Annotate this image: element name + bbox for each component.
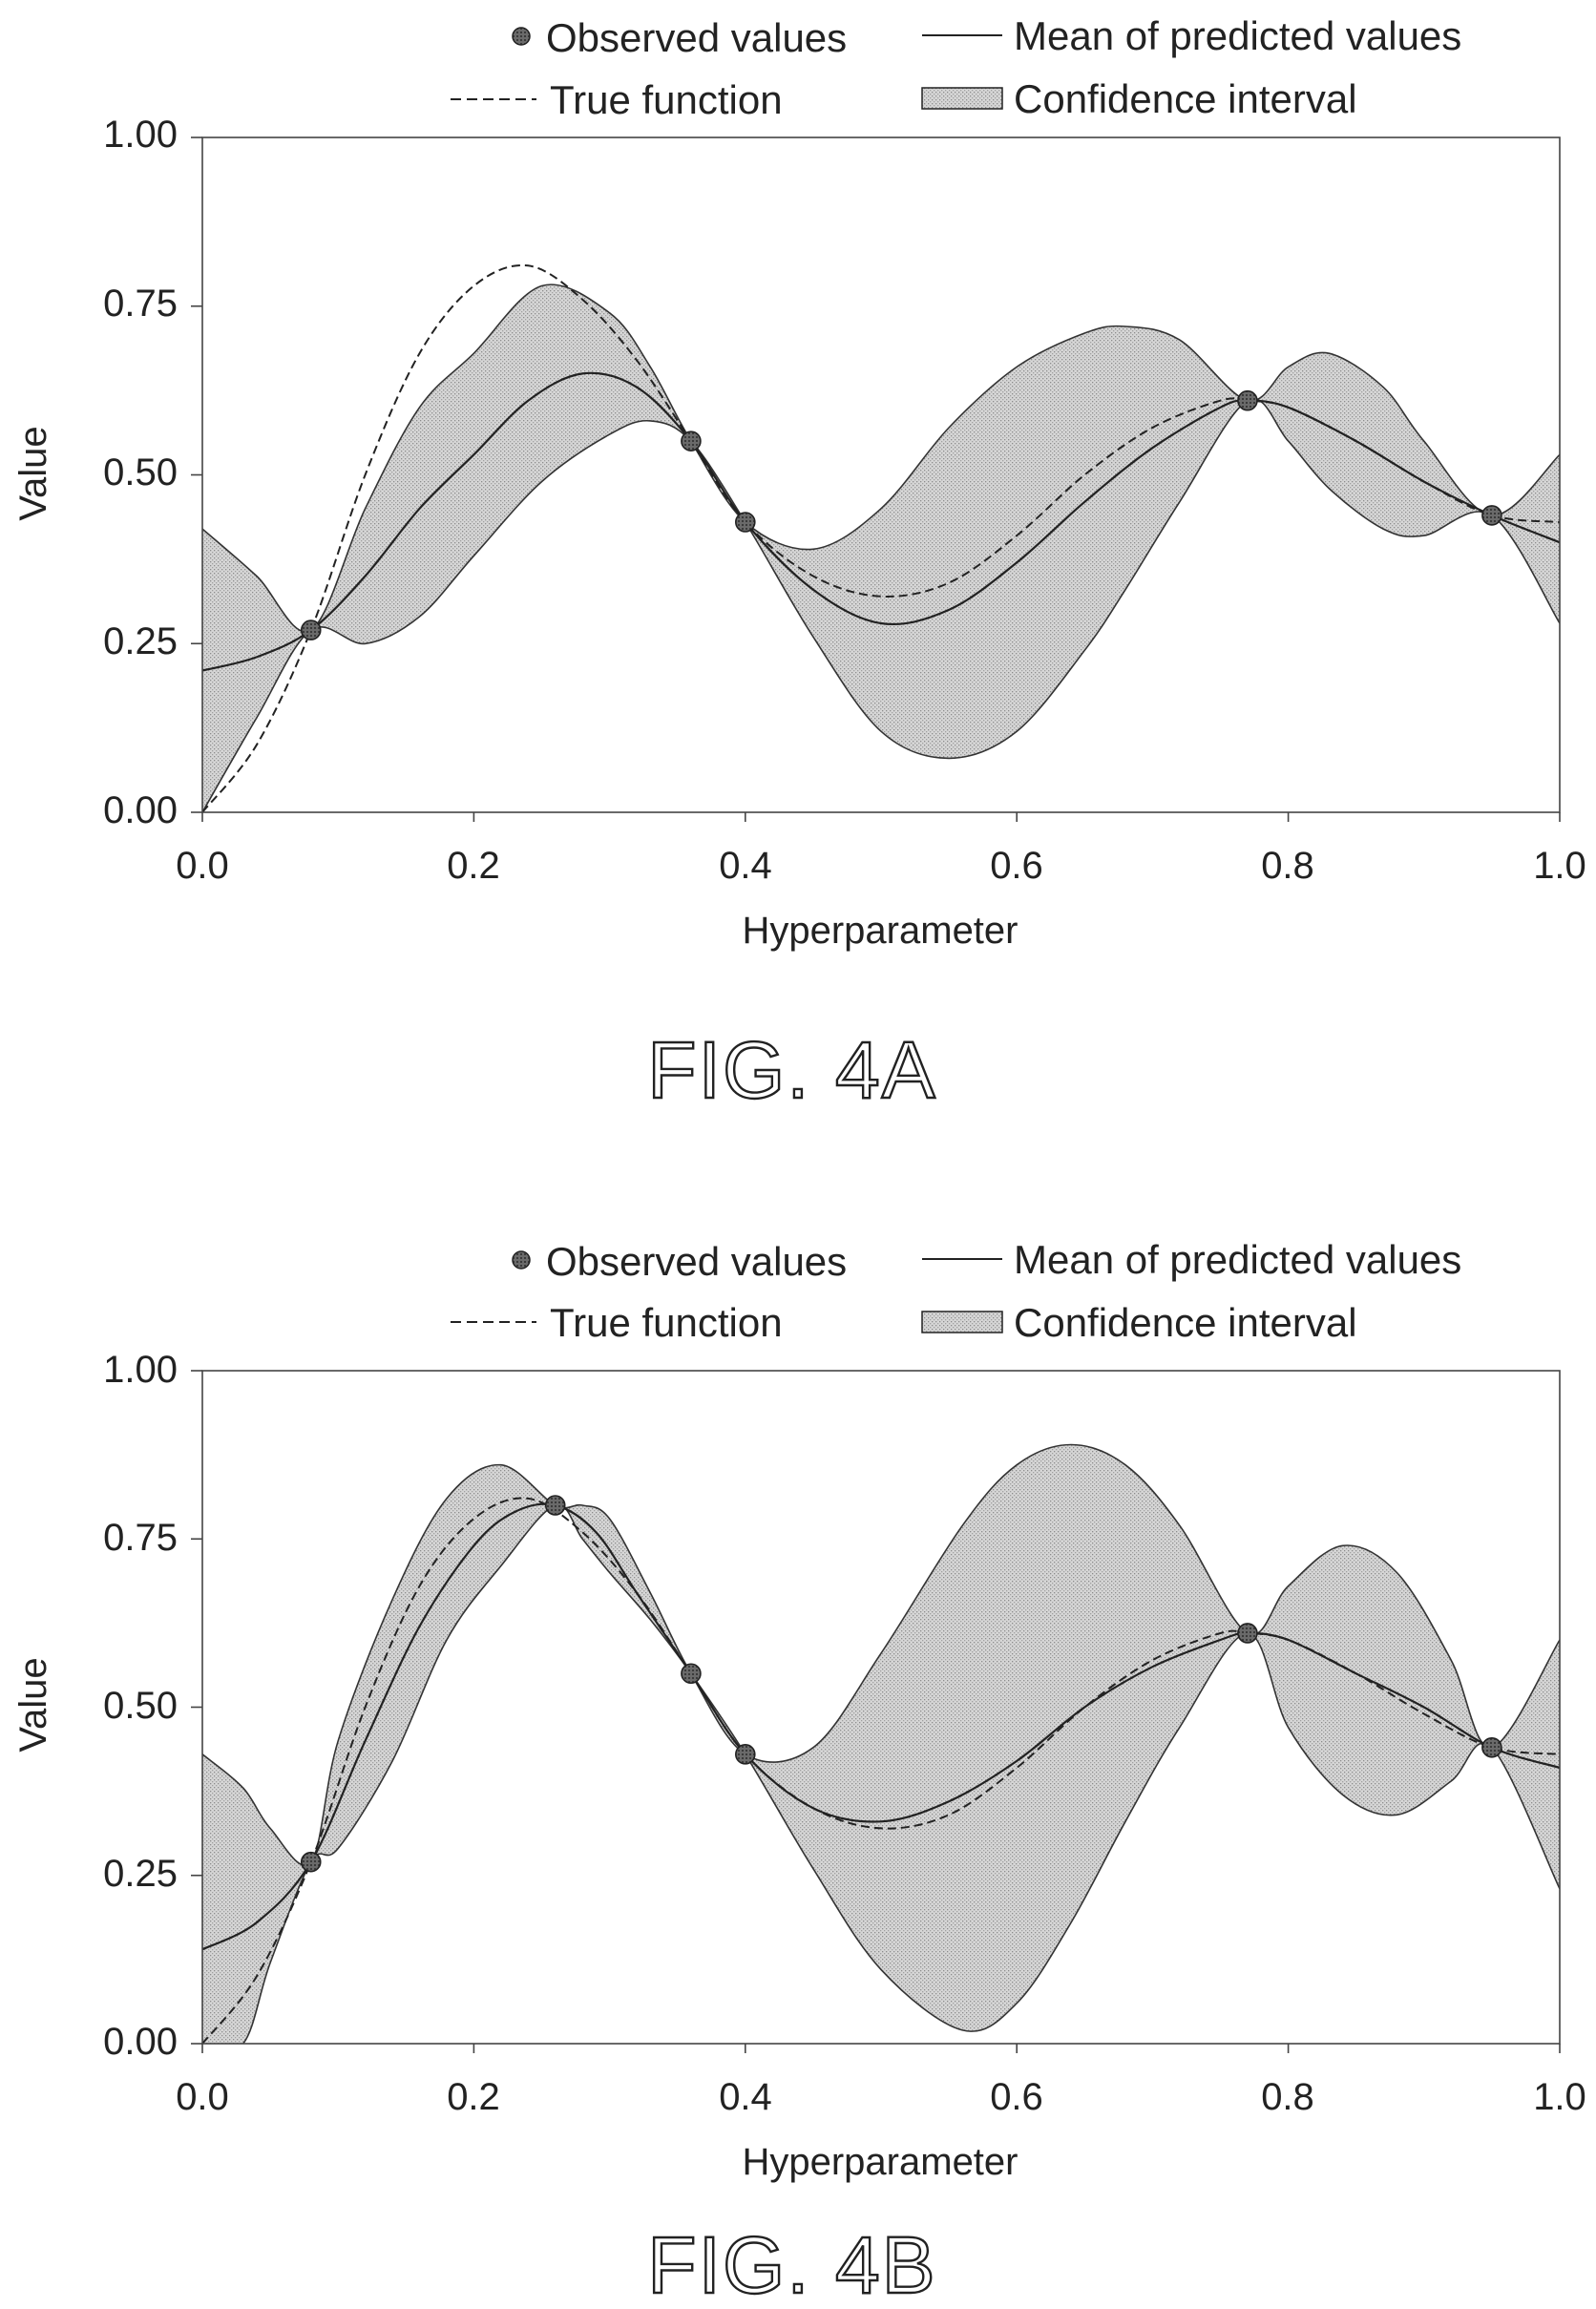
x-tick-label: 1.0 <box>1533 845 1586 887</box>
y-tick-label: 0.50 <box>103 451 178 493</box>
y-tick-label: 1.00 <box>103 114 178 156</box>
y-tick-label: 0.00 <box>103 2021 178 2063</box>
x-tick-label: 0.8 <box>1261 2076 1314 2118</box>
x-tick-label: 0.2 <box>447 845 500 887</box>
legend: Observed values Mean of predicted values… <box>451 13 1461 122</box>
legend-confidence-swatch-icon <box>921 87 1003 110</box>
legend-observed-label: Observed values <box>546 1239 847 1284</box>
observed-point <box>1237 389 1258 411</box>
y-tick-label: 1.00 <box>103 1349 178 1391</box>
observed-point <box>1237 1623 1258 1644</box>
observed-point <box>734 1744 756 1765</box>
legend-observed-marker-icon <box>512 27 531 46</box>
y-tick-label: 0.75 <box>103 283 178 325</box>
y-axis: 0.00 0.25 0.50 0.75 1.00 Value <box>12 114 178 831</box>
y-axis-label: Value <box>12 426 54 520</box>
observed-point <box>734 512 756 533</box>
legend-true-label: True function <box>550 1300 783 1345</box>
y-axis: 0.00 0.25 0.50 0.75 1.00 Value <box>12 1349 178 2063</box>
observed-point <box>1481 1737 1502 1758</box>
x-axis: 0.0 0.2 0.4 0.6 0.8 1.0 Hyperparameter <box>176 845 1586 952</box>
legend-confidence-swatch-icon <box>921 1311 1003 1333</box>
mean-prediction-line <box>202 371 1560 672</box>
observed-point <box>681 430 702 451</box>
y-tick-label: 0.50 <box>103 1685 178 1727</box>
legend-mean-label: Mean of predicted values <box>1014 1237 1461 1282</box>
x-tick-label: 0.6 <box>990 845 1043 887</box>
y-tick-label: 0.25 <box>103 620 178 662</box>
x-tick-label: 1.0 <box>1533 2076 1586 2118</box>
x-tick-label: 0.4 <box>719 2076 772 2118</box>
figure-caption: FIG. 4B <box>647 2220 936 2309</box>
true-function-line <box>202 263 1560 812</box>
x-axis: 0.0 0.2 0.4 0.6 0.8 1.0 Hyperparameter <box>176 2076 1586 2183</box>
observed-point <box>1481 505 1502 526</box>
legend-confidence-label: Confidence interval <box>1014 1300 1357 1345</box>
observed-point <box>300 1851 322 1873</box>
x-tick-label: 0.6 <box>990 2076 1043 2118</box>
x-tick-label: 0.8 <box>1261 845 1314 887</box>
legend-true-label: True function <box>550 77 783 122</box>
plot-area <box>191 136 1561 822</box>
x-tick-label: 0.2 <box>447 2076 500 2118</box>
y-tick-label: 0.00 <box>103 789 178 831</box>
confidence-band <box>202 1444 1560 2044</box>
legend-observed-label: Observed values <box>546 15 847 60</box>
confidence-upper-bound <box>202 283 1560 633</box>
y-axis-label: Value <box>12 1657 54 1752</box>
plot-content <box>202 263 1560 812</box>
figure-4a: Observed values Mean of predicted values… <box>12 13 1586 1116</box>
observed-point <box>300 619 322 640</box>
x-axis-label: Hyperparameter <box>742 910 1018 952</box>
legend: Observed values Mean of predicted values… <box>451 1237 1461 1345</box>
x-tick-label: 0.0 <box>176 845 229 887</box>
plot-area <box>191 1370 1561 2053</box>
confidence-band <box>202 284 1560 812</box>
mean-prediction-line <box>202 1502 1560 1951</box>
observed-point <box>681 1663 702 1685</box>
confidence-lower-bound <box>202 398 1560 812</box>
legend-mean-label: Mean of predicted values <box>1014 13 1461 58</box>
x-tick-label: 0.4 <box>719 845 772 887</box>
legend-confidence-label: Confidence interval <box>1014 76 1357 121</box>
confidence-upper-bound <box>202 1443 1560 1866</box>
x-axis-label: Hyperparameter <box>742 2141 1018 2183</box>
figure-caption: FIG. 4A <box>647 1025 936 1115</box>
observed-point <box>544 1495 566 1516</box>
confidence-lower-bound <box>202 1503 1560 2044</box>
x-tick-label: 0.0 <box>176 2076 229 2118</box>
figure-4b: Observed values Mean of predicted values… <box>12 1237 1586 2309</box>
plot-content <box>202 1443 1560 2044</box>
y-tick-label: 0.75 <box>103 1517 178 1559</box>
legend-observed-marker-icon <box>512 1250 531 1270</box>
y-tick-label: 0.25 <box>103 1853 178 1895</box>
